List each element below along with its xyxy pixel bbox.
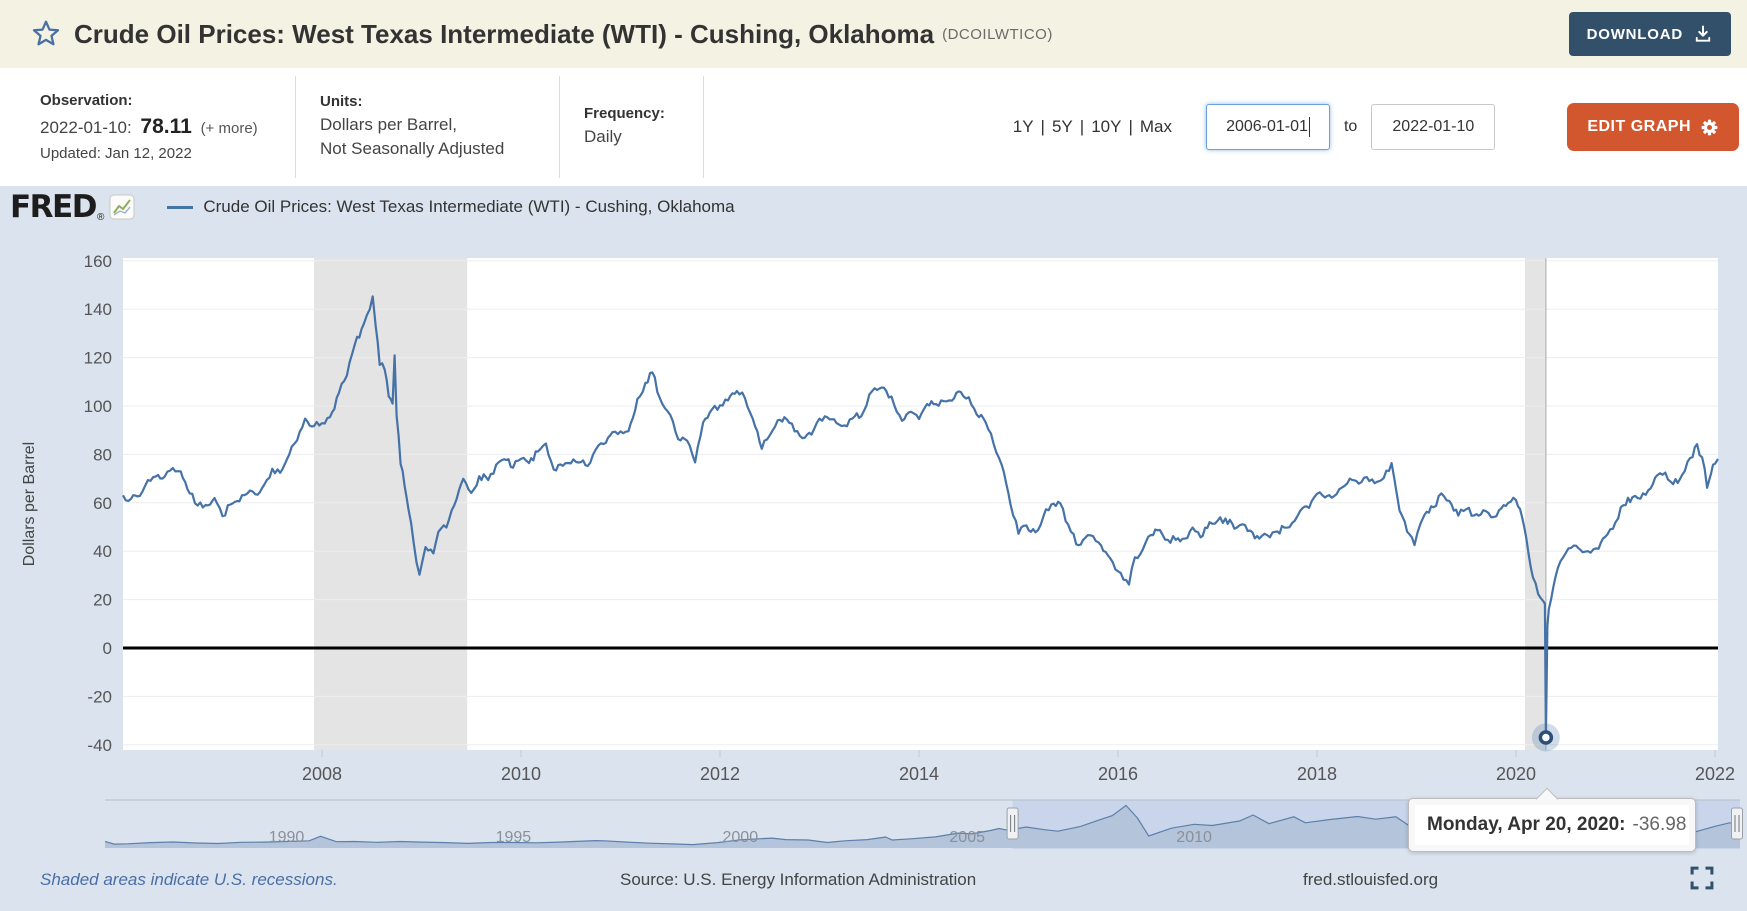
frequency-block: Frequency: Daily <box>560 68 703 186</box>
observation-line: 2022-01-10: 78.11 (+ more) <box>40 112 295 141</box>
units-line1: Dollars per Barrel, <box>320 115 457 135</box>
brush-handle-left[interactable] <box>1006 807 1019 840</box>
separator: | <box>1128 117 1133 136</box>
y-tick-label: -40 <box>87 736 112 755</box>
chart-tooltip: Monday, Apr 20, 2020: -36.98 <box>1408 787 1696 852</box>
x-tick-label: 2020 <box>1496 764 1536 784</box>
x-tick-label: 2012 <box>700 764 740 784</box>
text-caret <box>1308 117 1310 137</box>
tooltip-date: Monday, Apr 20, 2020: <box>1427 814 1626 835</box>
navigator-year-label: 2005 <box>949 829 985 846</box>
end-date-input[interactable]: 2022-01-10 <box>1371 104 1496 150</box>
y-tick-label: 160 <box>84 252 112 271</box>
x-tick-label: 2016 <box>1098 764 1138 784</box>
x-tick-label: 2014 <box>899 764 939 784</box>
x-tick-label: 2010 <box>501 764 541 784</box>
start-date-input[interactable]: 2006-01-01 <box>1205 104 1330 150</box>
updated-date: Updated: Jan 12, 2022 <box>40 145 192 163</box>
navigator-year-label: 1990 <box>269 829 305 846</box>
end-date-value: 2022-01-10 <box>1392 118 1475 135</box>
divider <box>703 76 704 178</box>
range-max-link[interactable]: Max <box>1139 117 1172 136</box>
y-tick-label: 100 <box>84 397 112 416</box>
y-tick-label: 20 <box>93 591 112 610</box>
x-tick-label: 2018 <box>1297 764 1337 784</box>
y-tick-label: 40 <box>93 542 112 561</box>
download-label: DOWNLOAD <box>1586 25 1683 43</box>
range-5y-link[interactable]: 5Y <box>1051 117 1073 136</box>
separator: | <box>1040 117 1045 136</box>
y-tick-label: -20 <box>87 687 112 706</box>
price-line <box>122 295 1719 739</box>
chart-region: FRED ® Crude Oil Prices: West Texas Inte… <box>0 186 1747 911</box>
fred-logo-registered-mark: ® <box>96 212 105 223</box>
recession-band <box>314 258 468 750</box>
frequency-label: Frequency: <box>584 105 665 123</box>
range-10y-link[interactable]: 10Y <box>1091 117 1122 136</box>
meta-bar: Observation: 2022-01-10: 78.11 (+ more) … <box>0 68 1747 186</box>
divider <box>295 76 296 178</box>
navigator-year-label: 2010 <box>1176 829 1212 846</box>
tooltip-value: -36.98 <box>1632 814 1687 835</box>
x-tick-label: 2022 <box>1695 764 1735 784</box>
favorite-star-icon[interactable] <box>30 18 62 50</box>
recessions-note-link[interactable]: Shaded areas indicate U.S. recessions. <box>40 870 338 889</box>
tooltip-content: Monday, Apr 20, 2020: -36.98 <box>1415 805 1689 845</box>
y-tick-label: 140 <box>84 300 112 319</box>
chart-legend: FRED ® Crude Oil Prices: West Texas Inte… <box>10 189 735 225</box>
range-controls: 1Y | 5Y | 10Y | Max 2006-01-01 to 2022-01-10 E… <box>1013 68 1747 186</box>
edit-graph-label: EDIT GRAPH <box>1587 118 1691 135</box>
page-title: Crude Oil Prices: West Texas Intermediat… <box>74 18 935 49</box>
y-tick-label: 0 <box>103 639 112 658</box>
range-1y-link[interactable]: 1Y <box>1012 117 1034 136</box>
to-label: to <box>1343 118 1358 135</box>
observation-more-link[interactable]: (+ more) <box>200 119 258 137</box>
fred-site-link[interactable]: fred.stlouisfed.org <box>1303 870 1439 889</box>
observation-label: Observation: <box>40 91 133 109</box>
navigator-area <box>105 805 1740 848</box>
source-text: Source: U.S. Energy Information Administ… <box>620 870 977 889</box>
separator: | <box>1079 117 1085 136</box>
y-tick-label: 120 <box>84 349 112 368</box>
zoom-links: 1Y | 5Y | 10Y | Max <box>1013 117 1172 137</box>
observation-block: Observation: 2022-01-10: 78.11 (+ more) … <box>40 68 295 186</box>
y-tick-label: 80 <box>93 445 112 464</box>
divider <box>559 76 560 178</box>
observation-value: 78.11 <box>140 114 192 138</box>
download-button[interactable]: DOWNLOAD <box>1568 12 1731 56</box>
series-legend-label: Crude Oil Prices: West Texas Intermediat… <box>203 197 735 216</box>
frequency-value: Daily <box>584 127 622 147</box>
x-tick-label: 2008 <box>302 764 342 784</box>
fred-logo: FRED <box>10 188 97 225</box>
download-icon <box>1695 25 1711 42</box>
edit-graph-button[interactable]: EDIT GRAPH <box>1567 103 1739 151</box>
observation-date: 2022-01-10: <box>40 117 132 137</box>
fullscreen-icon[interactable] <box>1688 864 1716 892</box>
units-line2: Not Seasonally Adjusted <box>320 139 505 158</box>
gear-icon <box>1701 119 1718 135</box>
series-id: (DCOILWTICO) <box>942 25 1053 43</box>
fred-logo-chart-icon <box>109 194 135 220</box>
recession-band <box>1525 258 1545 750</box>
units-block: Units: Dollars per Barrel, Not Seasonall… <box>296 68 559 186</box>
brush-handle-right[interactable] <box>1731 807 1743 840</box>
y-tick-label: 60 <box>93 494 112 513</box>
units-label: Units: <box>320 93 363 111</box>
navigator-year-label: 2000 <box>723 829 759 846</box>
selected-point-marker <box>1538 730 1554 745</box>
start-date-value: 2006-01-01 <box>1226 118 1308 135</box>
series-legend-key <box>167 205 194 209</box>
page-header: Crude Oil Prices: West Texas Intermediat… <box>0 0 1747 68</box>
navigator-year-label: 1995 <box>496 829 532 846</box>
